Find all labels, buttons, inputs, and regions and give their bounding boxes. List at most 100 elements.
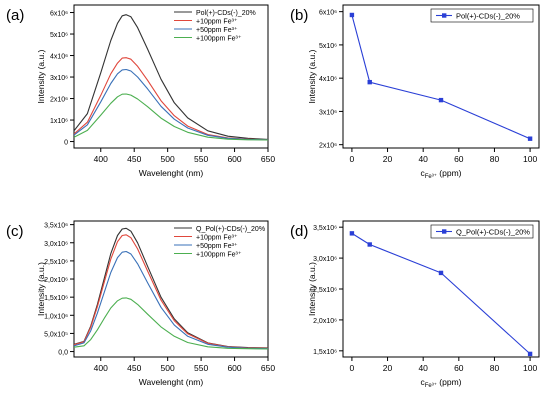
series-line-1 bbox=[74, 234, 268, 349]
y-tick-label: 2,0x10⁶ bbox=[44, 277, 68, 284]
x-axis-label: cFe³⁺ (ppm) bbox=[421, 168, 462, 180]
legend-entry: +100ppm Fe³⁺ bbox=[196, 250, 242, 258]
x-tick-label: 0 bbox=[350, 363, 355, 373]
panel-label: (b) bbox=[290, 7, 308, 24]
y-tick-label: 3,5x10⁶ bbox=[44, 223, 68, 230]
x-tick-label: 40 bbox=[418, 154, 428, 164]
panel-label: (d) bbox=[290, 223, 308, 240]
y-tick-label: 6x10⁶ bbox=[50, 11, 68, 18]
data-point bbox=[527, 136, 533, 141]
x-tick-label: 650 bbox=[261, 154, 275, 164]
x-tick-label: 100 bbox=[523, 154, 537, 164]
legend-marker bbox=[442, 13, 447, 18]
y-tick-label: 2x10⁶ bbox=[50, 97, 68, 104]
y-tick-label: 2,5x10⁶ bbox=[313, 287, 337, 294]
chart-panel-b: (b) 0 20 40 60 80 100 2x10⁶ 3x10⁶ 4x10⁶ 5x10⁶ 6x10⁶… bbox=[290, 4, 540, 180]
data-point bbox=[367, 242, 372, 247]
y-tick-label: 0,0 bbox=[58, 350, 68, 357]
y-tick-label: 5,0x10⁵ bbox=[44, 331, 68, 338]
legend: Pol(+)-CDs(-)_20%+10ppm Fe³⁺+50ppm Fe³⁺+… bbox=[174, 10, 256, 42]
y-tick-label: 0 bbox=[64, 140, 68, 147]
x-tick-label: 60 bbox=[454, 363, 464, 373]
y-tick-label: 1,0x10⁶ bbox=[44, 313, 68, 320]
y-tick-label: 1x10⁶ bbox=[50, 118, 68, 125]
series-line-3 bbox=[74, 93, 268, 141]
data-point bbox=[438, 97, 444, 103]
series-line-0 bbox=[351, 232, 531, 355]
legend-entry: +10ppm Fe³⁺ bbox=[196, 17, 238, 25]
y-axis-label: Intensity (a.u.) bbox=[36, 49, 46, 103]
legend: Q_Pol(+)-CDs(-)_20%+10ppm Fe³⁺+50ppm Fe³… bbox=[174, 226, 265, 258]
y-tick-label: 1,5x10⁶ bbox=[313, 349, 337, 356]
y-tick-label: 5x10⁶ bbox=[319, 43, 337, 50]
legend-box bbox=[430, 8, 534, 23]
x-tick-label: 400 bbox=[94, 363, 108, 373]
x-axis-label: Wavelenght (nm) bbox=[139, 377, 204, 387]
y-tick-label: 5x10⁶ bbox=[50, 32, 68, 39]
plot-frame bbox=[342, 220, 540, 358]
y-tick-label: 4x10⁶ bbox=[50, 54, 68, 61]
y-axis-label: Intensity (a.u.) bbox=[36, 262, 46, 316]
legend-entry: +50ppm Fe³⁺ bbox=[196, 26, 238, 34]
x-tick-label: 500 bbox=[161, 154, 175, 164]
legend-entry: +50ppm Fe³⁺ bbox=[196, 242, 238, 250]
x-tick-label: 600 bbox=[227, 363, 241, 373]
series-line-2 bbox=[74, 68, 268, 141]
y-tick-label: 6x10⁶ bbox=[319, 10, 337, 17]
legend-entry: +100ppm Fe³⁺ bbox=[196, 34, 242, 42]
x-tick-label: 80 bbox=[490, 363, 500, 373]
data-point bbox=[349, 231, 355, 236]
series-line-0 bbox=[351, 14, 531, 140]
x-tick-label: 20 bbox=[383, 154, 393, 164]
legend: Pol(+)-CDs(-)_20% bbox=[430, 8, 534, 23]
series-line-1 bbox=[74, 57, 268, 141]
chart-panel-d: (d) 0 20 40 60 80 100 1,5x10⁶ 2,0x10⁶ 2,5x10⁶ 3,0x… bbox=[290, 220, 540, 389]
legend-entry: +10ppm Fe³⁺ bbox=[196, 233, 238, 241]
x-tick-label: 0 bbox=[350, 154, 355, 164]
series-line-2 bbox=[74, 250, 268, 350]
legend: Q_Pol(+)-CDs(-)_20% bbox=[430, 224, 534, 239]
legend-entry: Q_Pol(+)-CDs(-)_20% bbox=[456, 228, 530, 237]
x-tick-label: 80 bbox=[490, 154, 500, 164]
legend-box bbox=[430, 224, 534, 239]
x-tick-label: 450 bbox=[127, 363, 141, 373]
data-point bbox=[349, 12, 355, 18]
x-tick-label: 100 bbox=[523, 363, 537, 373]
legend-entry: Pol(+)-CDs(-)_20% bbox=[456, 12, 520, 21]
data-point bbox=[527, 351, 533, 357]
x-tick-label: 20 bbox=[383, 363, 393, 373]
x-tick-label: 550 bbox=[194, 154, 208, 164]
x-tick-label: 500 bbox=[161, 363, 175, 373]
plot-frame bbox=[73, 220, 269, 358]
y-tick-label: 2,0x10⁶ bbox=[313, 318, 337, 325]
plot-frame bbox=[342, 4, 540, 149]
x-tick-label: 400 bbox=[94, 154, 108, 164]
x-tick-label: 40 bbox=[418, 363, 428, 373]
x-axis-label: cFe³⁺ (ppm) bbox=[421, 377, 462, 389]
panel-label: (a) bbox=[6, 7, 24, 24]
y-tick-label: 4x10⁶ bbox=[319, 76, 337, 83]
data-point bbox=[438, 270, 444, 276]
x-tick-label: 550 bbox=[194, 363, 208, 373]
chart-panel-a: (a) 400 450 500 550 600 650 0 1x10⁶ 2x10⁶ 3x10⁶ 4x1… bbox=[6, 4, 275, 178]
data-point bbox=[367, 79, 372, 85]
y-tick-label: 3,5x10⁶ bbox=[313, 225, 337, 232]
y-tick-label: 2,5x10⁶ bbox=[44, 259, 68, 266]
y-tick-label: 3x10⁶ bbox=[50, 75, 68, 82]
x-tick-label: 600 bbox=[227, 154, 241, 164]
x-tick-label: 450 bbox=[127, 154, 141, 164]
y-tick-label: 1,5x10⁶ bbox=[44, 295, 68, 302]
y-tick-label: 3,0x10⁶ bbox=[313, 256, 337, 263]
y-tick-label: 2x10⁶ bbox=[319, 143, 337, 150]
chart-panel-c: (c) 400 450 500 550 600 650 0,0 5,0x10⁵ 1,0x10⁶ 1,… bbox=[6, 220, 275, 387]
series-line-3 bbox=[74, 297, 268, 350]
plot-frame bbox=[73, 4, 269, 149]
x-tick-label: 60 bbox=[454, 154, 464, 164]
y-tick-label: 3x10⁶ bbox=[319, 109, 337, 116]
y-axis-label: Intensity (a.u.) bbox=[307, 262, 317, 316]
legend-marker bbox=[442, 229, 447, 234]
legend-entry: Pol(+)-CDs(-)_20% bbox=[196, 10, 256, 17]
y-tick-label: 3,0x10⁶ bbox=[44, 241, 68, 248]
series-line-0 bbox=[74, 14, 268, 140]
